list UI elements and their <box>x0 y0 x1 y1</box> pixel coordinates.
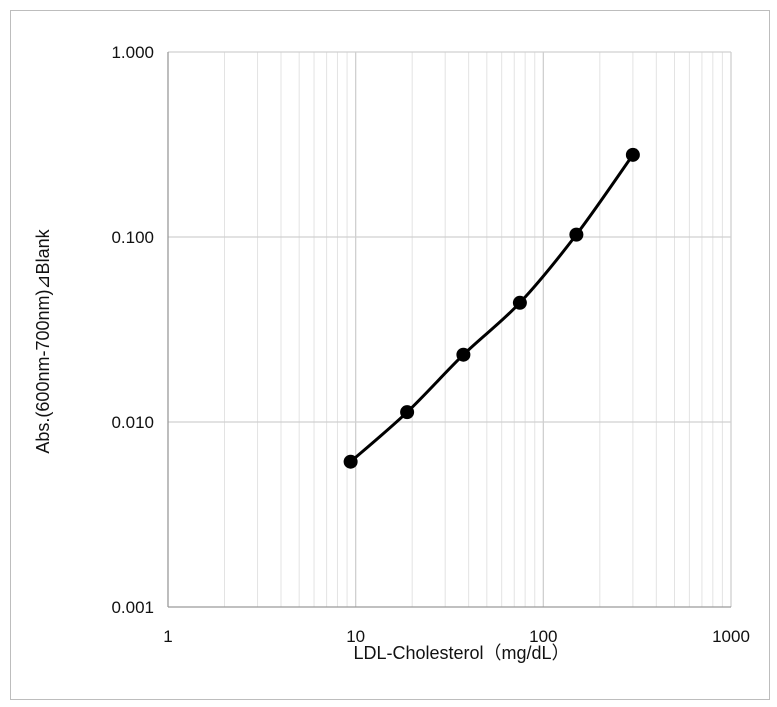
x-axis-title: LDL-Cholesterol（mg/dL） <box>353 643 569 663</box>
data-point <box>569 227 584 242</box>
y-tick-label: 0.100 <box>111 228 154 247</box>
data-point <box>512 295 527 310</box>
x-tick-label: 1000 <box>712 627 750 646</box>
y-axis-title: Abs.(600nm-700nm)⊿Blank <box>33 228 53 453</box>
y-tick-label: 1.000 <box>111 43 154 62</box>
data-point <box>625 147 640 162</box>
major-gridlines <box>168 51 732 607</box>
tick-labels: 1 10 100 1000 0.001 0.010 0.100 1.000 <box>111 43 749 646</box>
axes <box>167 52 731 608</box>
chart-svg: 1 10 100 1000 0.001 0.010 0.100 1.000 LDL-Chole… <box>33 43 750 663</box>
data-point <box>343 454 358 469</box>
x-tick-label: 100 <box>529 627 557 646</box>
data-point <box>456 347 471 362</box>
x-tick-label: 10 <box>346 627 365 646</box>
y-tick-label: 0.001 <box>111 598 154 617</box>
series-group <box>343 147 640 469</box>
minor-gridlines <box>223 52 723 607</box>
data-point <box>400 405 415 420</box>
chart-frame: 1 10 100 1000 0.001 0.010 0.100 1.000 LDL-Chole… <box>10 10 770 700</box>
y-tick-label: 0.010 <box>111 413 154 432</box>
x-tick-label: 1 <box>163 627 172 646</box>
series-line <box>349 153 635 463</box>
